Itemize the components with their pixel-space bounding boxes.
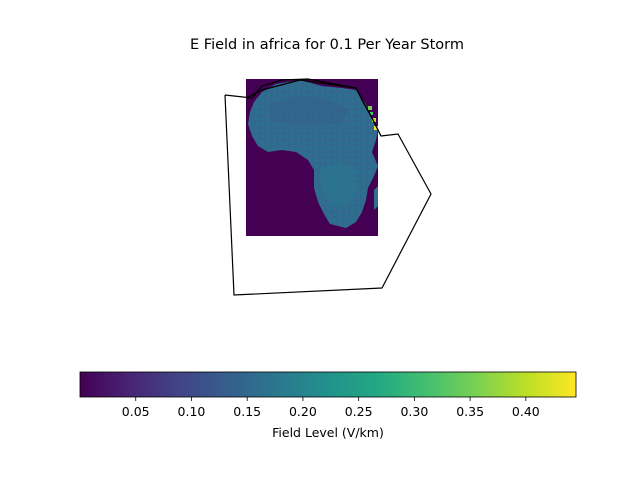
colorbar-label: Field Level (V/km): [272, 425, 384, 440]
colorbar-tick-label: 0.35: [456, 404, 484, 419]
colorbar-tick-label: 0.20: [289, 404, 317, 419]
peak-cell-1: [368, 106, 372, 110]
colorbar-tick-label: 0.10: [178, 404, 206, 419]
madagascar: [374, 186, 378, 210]
map-panel: [224, 78, 432, 296]
peak-cell-3: [374, 126, 378, 130]
colorbar: 0.05 0.10 0.15 0.20 0.25 0.30 0.35 0.40 Field L…: [79, 371, 577, 440]
peak-cell-2: [372, 118, 376, 122]
colorbar-tick-label: 0.05: [122, 404, 150, 419]
colorbar-tick-label: 0.40: [512, 404, 540, 419]
colorbar-gradient: [79, 371, 577, 398]
colorbar-tick-label: 0.15: [233, 404, 261, 419]
colorbar-tick-label: 0.25: [345, 404, 373, 419]
peak-cell-4: [370, 112, 373, 115]
land-highlight-north: [268, 96, 350, 126]
colorbar-ticks: 0.05 0.10 0.15 0.20 0.25 0.30 0.35 0.40: [122, 397, 540, 419]
land-highlight: [320, 162, 358, 206]
coastline-segment: [245, 79, 382, 137]
chart-title: E Field in africa for 0.1 Per Year Storm: [190, 37, 464, 53]
colorbar-tick-label: 0.30: [400, 404, 428, 419]
